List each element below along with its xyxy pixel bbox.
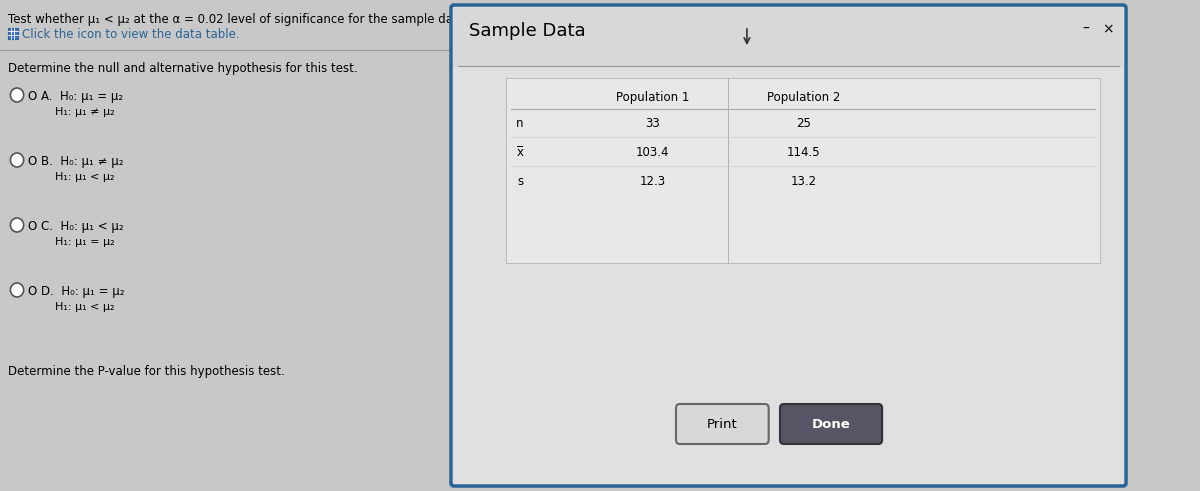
Text: H₁: μ₁ ≠ μ₂: H₁: μ₁ ≠ μ₂	[55, 107, 114, 117]
Text: Determine the P-value for this hypothesis test.: Determine the P-value for this hypothesi…	[7, 365, 284, 378]
Text: ×: ×	[1103, 22, 1114, 36]
Text: –: –	[1082, 22, 1088, 36]
Text: n: n	[516, 117, 523, 130]
Text: H₁: μ₁ < μ₂: H₁: μ₁ < μ₂	[55, 302, 114, 312]
Text: O C.  H₀: μ₁ < μ₂: O C. H₀: μ₁ < μ₂	[29, 220, 124, 233]
Text: Population 2: Population 2	[767, 91, 840, 104]
Text: 103.4: 103.4	[636, 146, 670, 159]
Circle shape	[11, 88, 24, 102]
Text: Click the icon to view the data table.: Click the icon to view the data table.	[22, 28, 239, 41]
Text: O A.  H₀: μ₁ = μ₂: O A. H₀: μ₁ = μ₂	[29, 90, 124, 103]
Text: Sample Data: Sample Data	[469, 22, 586, 40]
Text: Test whether μ₁ < μ₂ at the α = 0.02 level of significance for the sample data s: Test whether μ₁ < μ₂ at the α = 0.02 lev…	[7, 13, 997, 26]
Circle shape	[11, 218, 24, 232]
Text: H₁: μ₁ < μ₂: H₁: μ₁ < μ₂	[55, 172, 114, 182]
FancyBboxPatch shape	[506, 78, 1099, 263]
Text: O B.  H₀: μ₁ ≠ μ₂: O B. H₀: μ₁ ≠ μ₂	[29, 155, 124, 168]
Text: s: s	[517, 175, 523, 188]
Text: 12.3: 12.3	[640, 175, 666, 188]
Text: 33: 33	[644, 117, 660, 130]
Text: Population 1: Population 1	[616, 91, 689, 104]
FancyBboxPatch shape	[454, 8, 1123, 67]
Text: Done: Done	[811, 417, 851, 431]
Circle shape	[11, 153, 24, 167]
Text: Print: Print	[707, 417, 738, 431]
Text: 114.5: 114.5	[787, 146, 821, 159]
Text: O D.  H₀: μ₁ = μ₂: O D. H₀: μ₁ = μ₂	[29, 285, 125, 298]
Text: x̅: x̅	[516, 146, 523, 159]
Text: 25: 25	[797, 117, 811, 130]
Text: 13.2: 13.2	[791, 175, 817, 188]
Text: H₁: μ₁ = μ₂: H₁: μ₁ = μ₂	[55, 237, 114, 247]
Text: Determine the null and alternative hypothesis for this test.: Determine the null and alternative hypot…	[7, 62, 358, 75]
Circle shape	[11, 283, 24, 297]
FancyBboxPatch shape	[676, 404, 769, 444]
FancyBboxPatch shape	[451, 5, 1126, 486]
FancyBboxPatch shape	[7, 28, 18, 39]
FancyBboxPatch shape	[780, 404, 882, 444]
